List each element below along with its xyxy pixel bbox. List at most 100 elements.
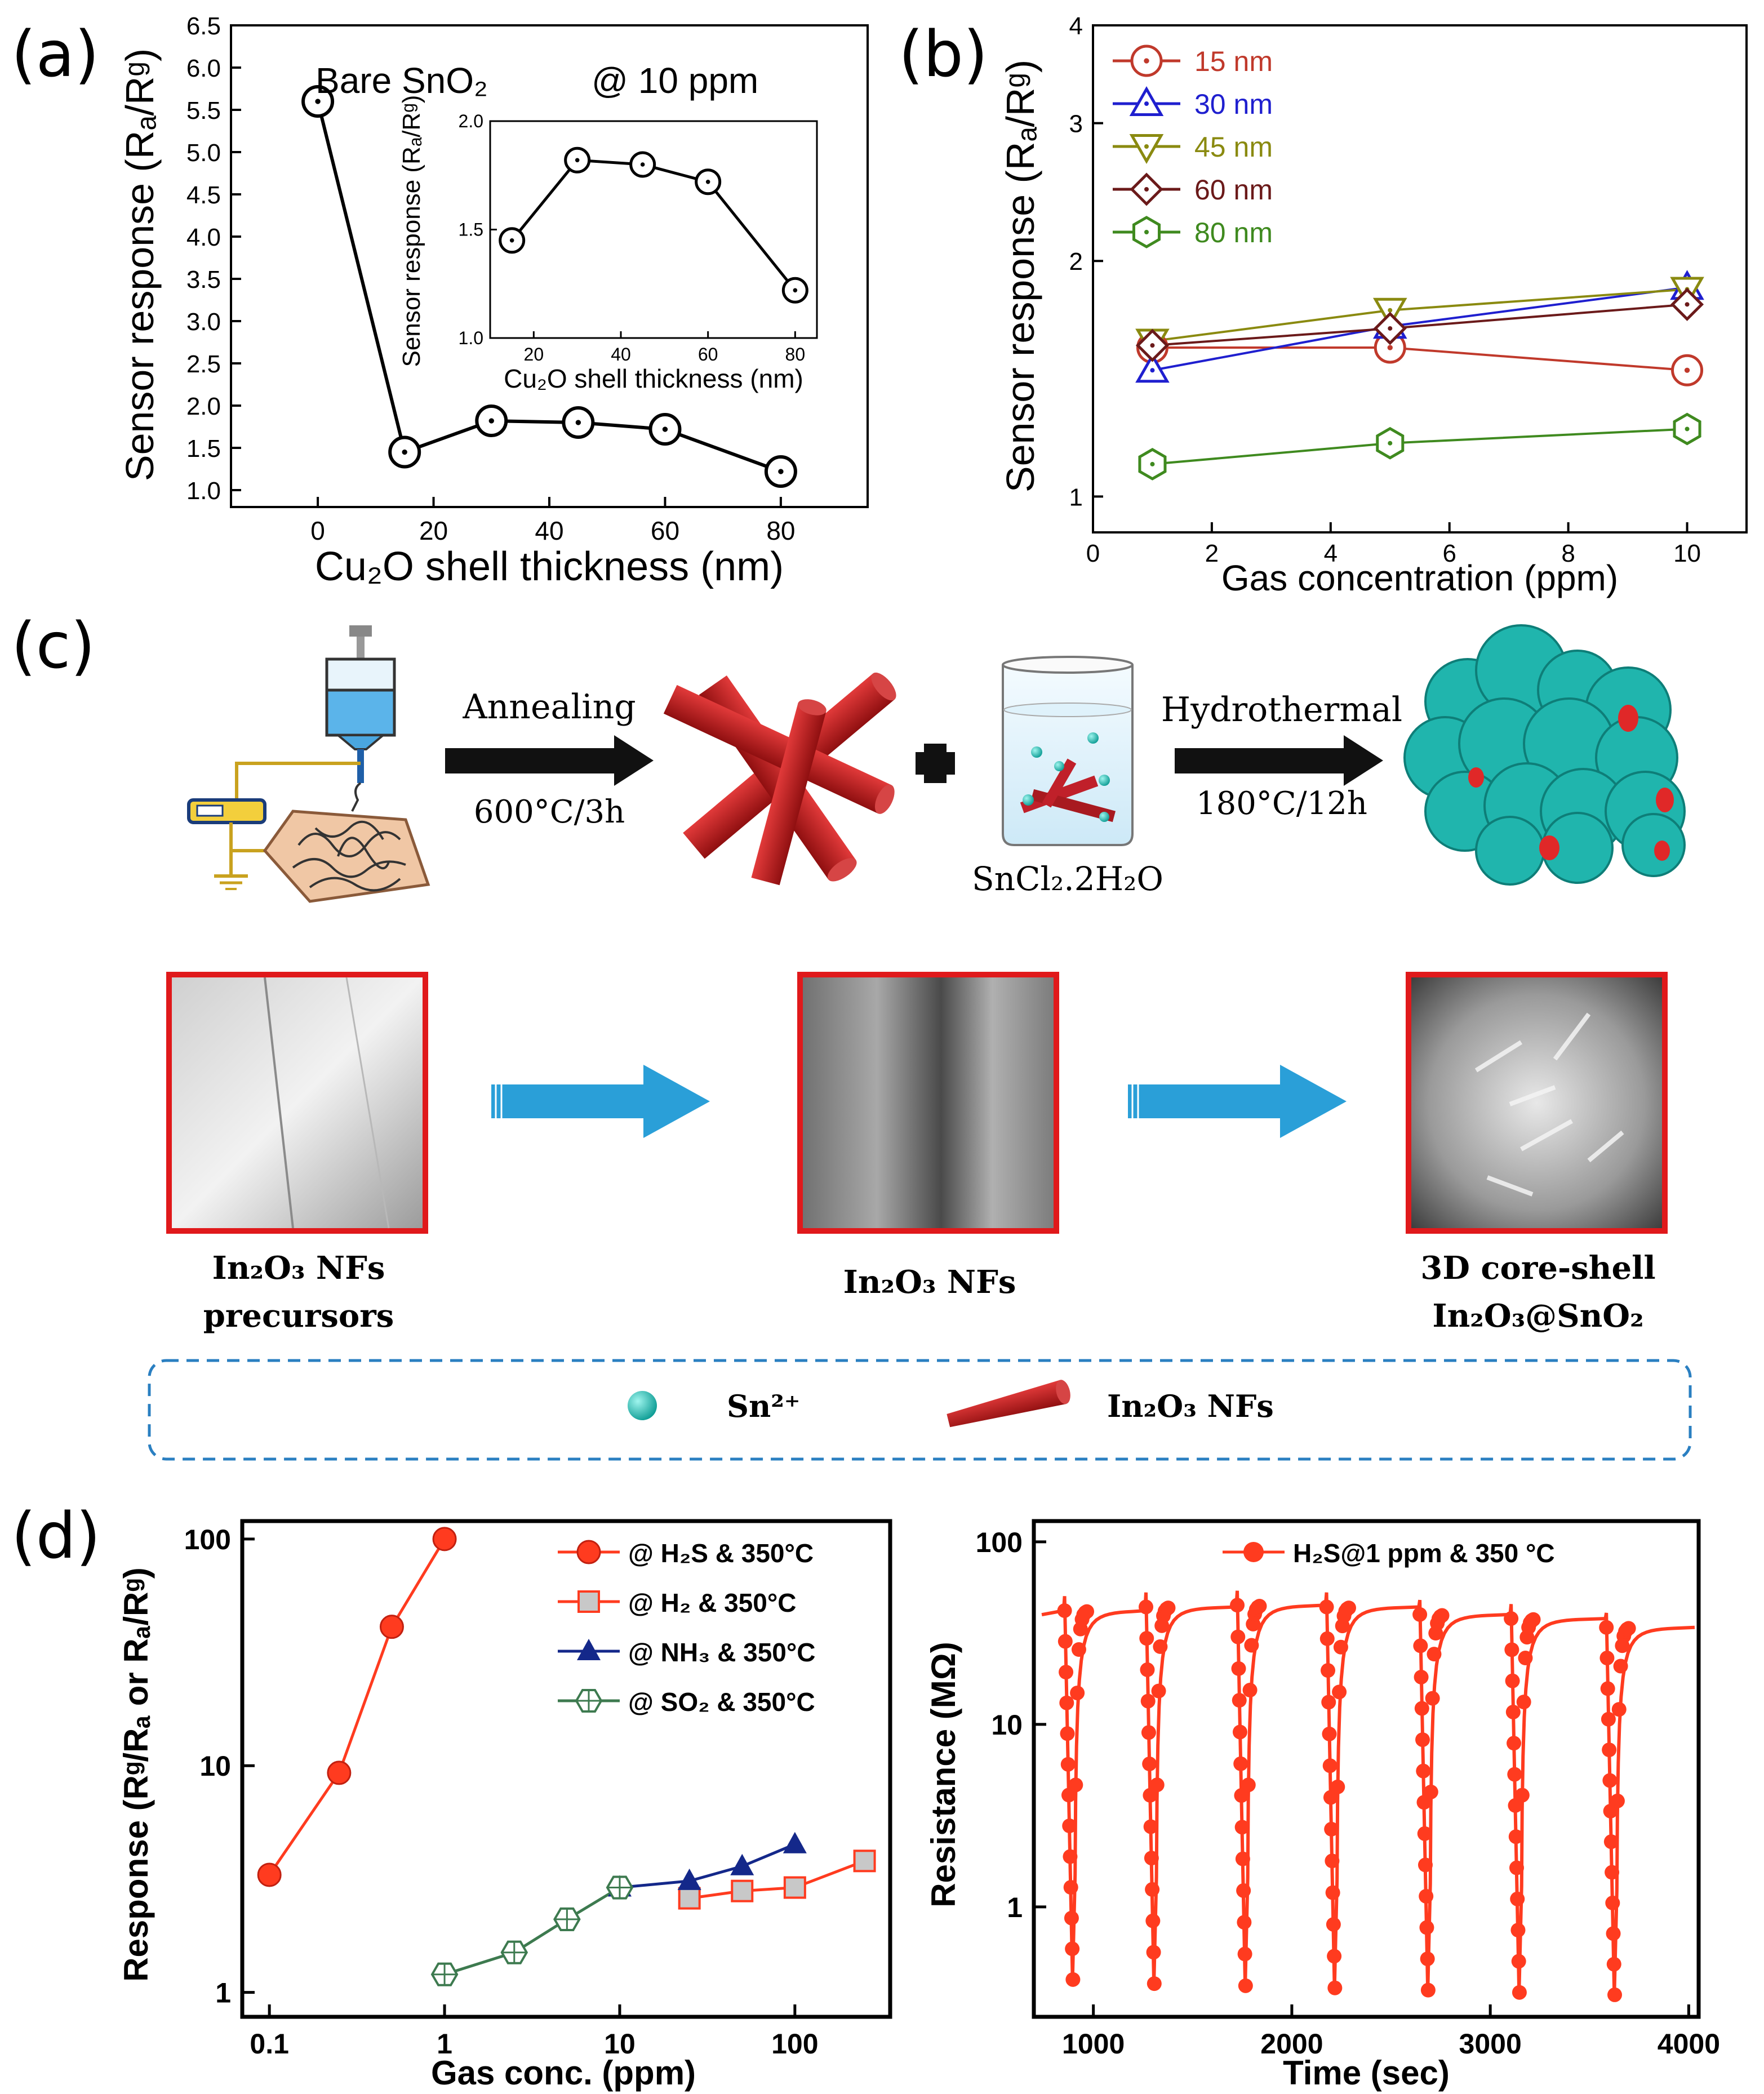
dr-point xyxy=(1510,1891,1525,1906)
a-ytick-label: 6.5 xyxy=(186,12,221,40)
chart-d-right-frame xyxy=(1032,1519,1701,2019)
dr-point xyxy=(1514,1788,1530,1803)
a-xtick-label: 80 xyxy=(766,516,795,545)
inset-xtick-label: 60 xyxy=(698,344,718,364)
dr-xtick-label: 4000 xyxy=(1658,2028,1720,2060)
dr-point xyxy=(1605,1865,1620,1880)
a-point-dot xyxy=(575,420,581,425)
dr-point xyxy=(1321,1663,1336,1678)
a-xtick-label: 60 xyxy=(651,516,679,545)
a-ytick-label: 5.5 xyxy=(186,97,221,125)
chart-b-xlabel: Gas concentration (ppm) xyxy=(1221,558,1618,598)
dr-ytick-label: 1 xyxy=(1007,1892,1023,1923)
b-series-line xyxy=(1152,286,1687,372)
dr-point xyxy=(1242,1683,1258,1698)
dr-point xyxy=(1434,1608,1450,1623)
b-legend-marker-dot xyxy=(1144,101,1149,106)
dr-point xyxy=(1232,1693,1247,1708)
dr-point xyxy=(1140,1662,1155,1677)
dr-xtick-label: 1000 xyxy=(1062,2028,1125,2060)
dr-point xyxy=(1237,1915,1252,1930)
a-point-dot xyxy=(402,449,407,455)
dr-point xyxy=(1419,1920,1434,1935)
a-ytick-label: 4.5 xyxy=(186,181,221,209)
dr-xtick-label: 3000 xyxy=(1459,2028,1522,2060)
dl-legend-marker xyxy=(577,1590,600,1613)
a-ytick-label: 6.0 xyxy=(186,55,221,82)
dr-point xyxy=(1238,1978,1253,1993)
dr-point xyxy=(1142,1757,1157,1772)
dl-point xyxy=(731,1879,754,1902)
dr-point xyxy=(1341,1600,1357,1616)
dr-point xyxy=(1143,1819,1158,1834)
dl-series-line xyxy=(689,1859,865,1900)
process-arrow-2 xyxy=(1128,1065,1347,1138)
dr-ytick-label: 10 xyxy=(991,1709,1023,1741)
dr-point xyxy=(1321,1695,1336,1710)
dr-point xyxy=(1599,1651,1615,1666)
b-legend-label: 30 nm xyxy=(1194,88,1273,120)
chart-a-xlabel: Cu₂O shell thickness (nm) xyxy=(315,544,784,589)
inset-point-dot xyxy=(705,180,710,184)
b-series-line xyxy=(1152,428,1687,465)
dr-point xyxy=(1149,1777,1165,1793)
dr-point xyxy=(1231,1661,1246,1676)
b-point-dot xyxy=(1684,367,1690,373)
b-xtick-label: 4 xyxy=(1324,540,1338,567)
panel-label-d: (d) xyxy=(11,1500,100,1573)
a-point-dot xyxy=(662,426,668,432)
b-point-dot xyxy=(1388,308,1393,313)
dr-point xyxy=(1060,1757,1076,1772)
dr-point xyxy=(1512,1985,1527,2000)
dl-legend-marker xyxy=(576,1540,601,1564)
dr-point xyxy=(1071,1642,1086,1657)
inset-xtick-label: 40 xyxy=(611,344,631,364)
dl-point xyxy=(257,1862,282,1887)
b-legend-marker-dot xyxy=(1144,144,1149,149)
dr-point xyxy=(1147,1976,1162,1991)
dl-xtick-label: 0.1 xyxy=(250,2028,289,2060)
inset-line xyxy=(510,158,797,291)
dr-point xyxy=(1143,1788,1158,1803)
dr-point xyxy=(1414,1701,1429,1716)
chart-d-left-xlabel: Gas conc. (ppm) xyxy=(431,2054,696,2092)
b-legend-label: 60 nm xyxy=(1194,174,1273,206)
dl-point xyxy=(730,1853,754,1875)
b-xtick-label: 10 xyxy=(1673,540,1701,567)
dr-legend-marker xyxy=(1243,1542,1264,1562)
b-legend-marker-dot xyxy=(1144,187,1149,192)
a-point-dot xyxy=(315,99,321,104)
dr-point xyxy=(1064,1910,1079,1926)
b-ytick-label: 1 xyxy=(1069,483,1083,511)
dr-point xyxy=(1602,1742,1617,1758)
dr-point xyxy=(1427,1647,1442,1662)
dr-point xyxy=(1412,1607,1428,1622)
sem-image-precursors xyxy=(166,972,428,1234)
chart-b-points xyxy=(1135,270,1704,481)
dr-point xyxy=(1505,1704,1521,1719)
dr-point xyxy=(1599,1620,1614,1635)
inset-ticks: 20 40 60 80 1.0 1.5 2.0 xyxy=(459,111,806,364)
reagent-label: SnCl₂.2H₂O xyxy=(972,860,1163,898)
a-ytick-label: 4.0 xyxy=(186,224,221,251)
a-xtick-label: 40 xyxy=(535,516,563,545)
dl-legend-label: @ H₂S & 350°C xyxy=(628,1539,814,1568)
inset-ytick-label: 1.5 xyxy=(459,220,483,240)
dr-point xyxy=(1611,1702,1627,1717)
dr-point xyxy=(1065,1941,1080,1957)
dr-point xyxy=(1060,1726,1075,1741)
caption-coreshell-2: In₂O₃@SnO₂ xyxy=(1432,1297,1643,1335)
schematic-legend: Sn²⁺ In₂O₃ NFs xyxy=(148,1359,1692,1461)
b-ytick-label: 2 xyxy=(1069,248,1083,275)
dr-legend-label: H₂S@1 ppm & 350 °C xyxy=(1293,1539,1555,1568)
inset-points xyxy=(499,146,808,304)
panel-label-a: (a) xyxy=(11,18,99,91)
legend-sn-label: Sn²⁺ xyxy=(727,1388,800,1424)
dl-series-line xyxy=(444,1886,621,1976)
dr-point xyxy=(1415,1732,1430,1748)
dr-point xyxy=(1059,1695,1074,1710)
chart-b-lines xyxy=(1152,286,1687,465)
